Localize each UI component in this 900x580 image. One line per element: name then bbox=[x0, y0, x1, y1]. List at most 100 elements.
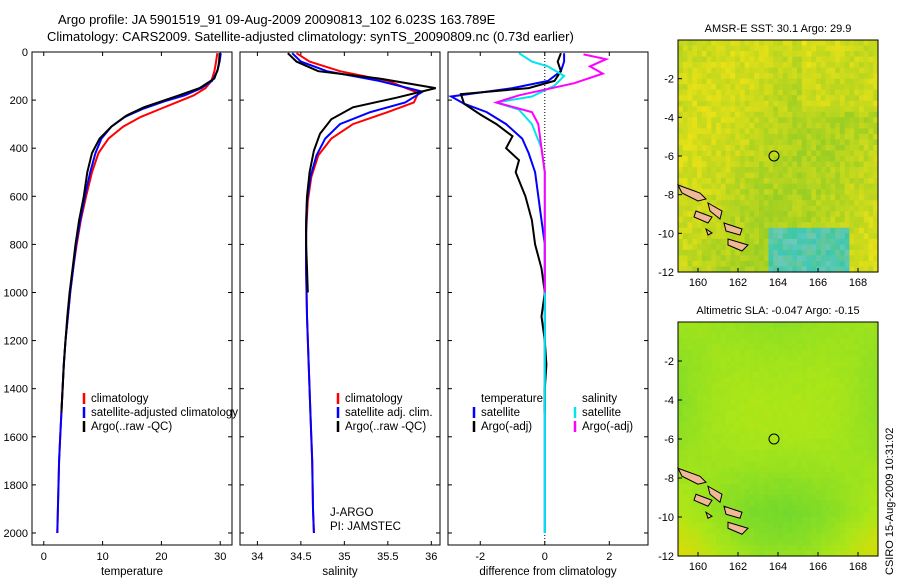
map-cell bbox=[739, 405, 746, 412]
map-cell bbox=[735, 422, 741, 429]
map-cell bbox=[692, 62, 698, 69]
map-cell bbox=[844, 383, 851, 390]
map-cell bbox=[739, 505, 746, 513]
map-cell bbox=[825, 394, 831, 401]
map-cell bbox=[682, 489, 689, 496]
map-cell bbox=[697, 528, 703, 535]
map-cell bbox=[825, 377, 831, 384]
map-cell bbox=[778, 178, 784, 185]
map-cell bbox=[692, 377, 698, 384]
map-cell bbox=[797, 372, 803, 379]
map-cell bbox=[678, 489, 684, 496]
map-cell bbox=[711, 156, 717, 163]
map-cell bbox=[682, 161, 689, 168]
legend-heading-temperature: temperature bbox=[481, 393, 543, 405]
map-cell bbox=[682, 422, 689, 429]
map-cell bbox=[811, 444, 817, 451]
map-cell bbox=[768, 411, 774, 418]
map-cell bbox=[678, 377, 684, 384]
map-cell bbox=[735, 544, 741, 552]
map-cell bbox=[749, 388, 755, 396]
map-cell bbox=[687, 172, 693, 179]
map-cell bbox=[859, 444, 865, 451]
map-cell bbox=[749, 505, 755, 513]
map-cell bbox=[854, 266, 860, 273]
map-cell bbox=[835, 444, 841, 451]
land-island bbox=[693, 210, 713, 224]
map-cell bbox=[806, 84, 812, 91]
map-cell bbox=[759, 100, 765, 107]
map-cell bbox=[730, 222, 736, 229]
map-cell bbox=[811, 261, 817, 268]
map-cell bbox=[835, 522, 841, 529]
map-cell bbox=[797, 172, 803, 179]
map-cell bbox=[863, 550, 870, 557]
map-cell bbox=[697, 178, 703, 185]
map-cell bbox=[687, 377, 693, 384]
map-cell bbox=[854, 550, 860, 557]
map-cell bbox=[697, 40, 703, 47]
map-cell bbox=[854, 95, 860, 102]
map-cell bbox=[716, 349, 722, 357]
map-cell bbox=[716, 361, 722, 368]
map-cell bbox=[825, 517, 831, 524]
map-cell bbox=[763, 222, 770, 229]
map-cell bbox=[720, 322, 727, 329]
map-cell bbox=[749, 517, 755, 524]
map-cell bbox=[706, 222, 712, 229]
map-cell bbox=[759, 455, 765, 462]
map-cell bbox=[778, 200, 784, 207]
map-cell bbox=[701, 122, 708, 129]
map-cell bbox=[868, 238, 874, 245]
map-cell bbox=[687, 178, 693, 185]
map-cell bbox=[749, 361, 755, 368]
map-cell bbox=[835, 145, 841, 152]
map-cell bbox=[711, 478, 717, 485]
map-cell bbox=[730, 528, 736, 535]
map-cell bbox=[782, 444, 789, 451]
map-cell bbox=[735, 349, 741, 357]
map-cell bbox=[839, 377, 846, 384]
map-cell bbox=[711, 361, 717, 368]
map-cell bbox=[844, 472, 851, 479]
map-cell bbox=[839, 450, 846, 457]
map-cell bbox=[744, 500, 751, 507]
map-cell bbox=[754, 505, 760, 513]
map-cell bbox=[811, 266, 817, 273]
map-cell bbox=[849, 139, 855, 146]
map-cell bbox=[854, 472, 860, 479]
map-cell bbox=[744, 249, 751, 256]
map-cell bbox=[749, 383, 755, 390]
map-cell bbox=[825, 461, 831, 468]
map-cell bbox=[859, 133, 865, 140]
map-cell bbox=[816, 183, 822, 190]
map-cell bbox=[806, 122, 812, 129]
map-cell bbox=[778, 122, 784, 129]
map-cell bbox=[763, 455, 770, 462]
map-cell bbox=[744, 106, 751, 113]
map-cell bbox=[797, 439, 803, 446]
map-cell bbox=[739, 372, 746, 379]
map-cell bbox=[763, 511, 770, 518]
map-cell bbox=[711, 322, 717, 329]
map-cell bbox=[682, 327, 689, 334]
map-cell bbox=[725, 427, 731, 435]
map-cell bbox=[787, 89, 793, 96]
map-cell bbox=[687, 416, 693, 423]
map-cell bbox=[811, 106, 817, 113]
map-cell bbox=[825, 40, 831, 47]
map-cell bbox=[754, 533, 760, 540]
map-cell bbox=[735, 45, 741, 52]
map-cell bbox=[820, 366, 827, 373]
map-cell bbox=[782, 178, 789, 185]
map-cell bbox=[687, 327, 693, 334]
map-cell bbox=[854, 349, 860, 357]
map-cell bbox=[830, 400, 836, 407]
map-cell bbox=[868, 233, 874, 240]
map-cell bbox=[763, 62, 770, 69]
map-cell bbox=[697, 344, 703, 351]
map-cell bbox=[682, 150, 689, 157]
series-line-satellite-adj-clim- bbox=[291, 52, 426, 534]
map-cell bbox=[678, 51, 684, 58]
map-cell bbox=[754, 249, 760, 256]
